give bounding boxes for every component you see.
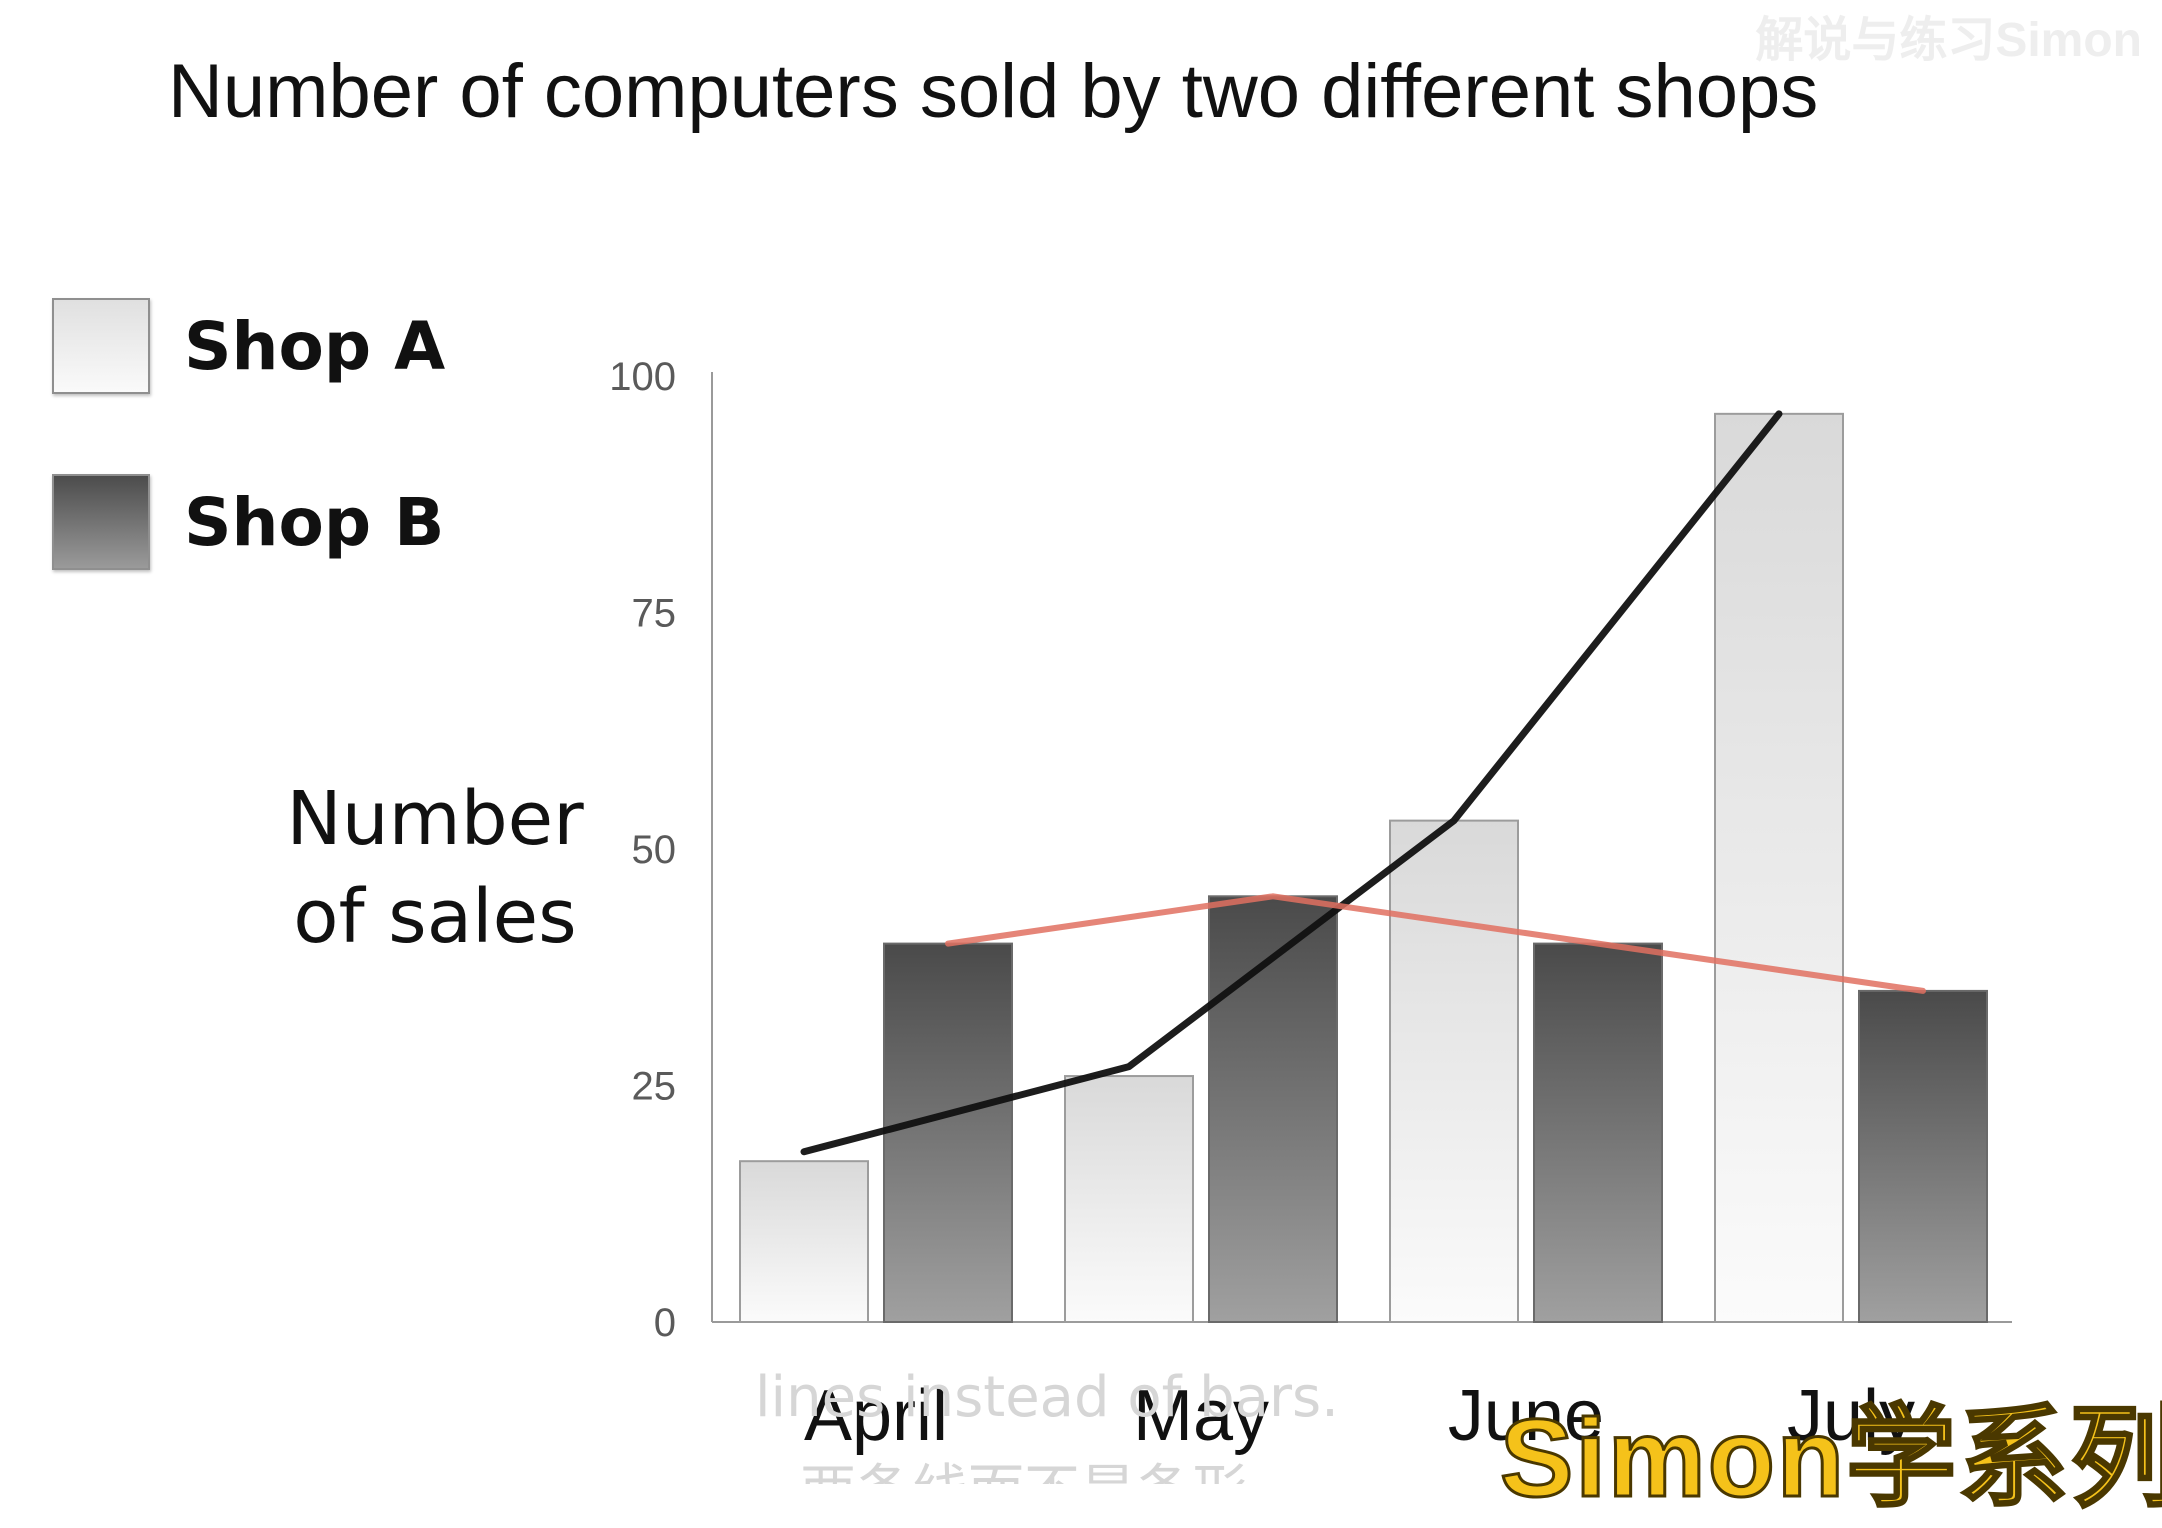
video-subtitle: lines instead of bars.: [755, 1365, 1339, 1430]
overlay-line-shop-a: [800, 410, 1783, 1156]
y-tick-label: 50: [632, 828, 677, 872]
top-watermark: 解说与练习Simon: [1755, 14, 2142, 67]
bar-shop-b-june: [1533, 942, 1663, 1323]
bar-shop-a-july: [1714, 412, 1844, 1323]
x-tick-label: July: [1787, 1376, 1915, 1456]
bar-shop-b-april: [883, 942, 1013, 1323]
bar-shop-a-june: [1389, 819, 1519, 1323]
y-tick-label: 0: [654, 1301, 676, 1345]
y-tick-label: 25: [632, 1065, 677, 1109]
legend-swatch-shop-a: [52, 298, 150, 394]
video-subtitle-chinese: 两条线而不是条形: [800, 1446, 1248, 1484]
y-axis-label: Number of sales: [260, 770, 610, 966]
x-tick-label: April: [804, 1376, 948, 1456]
channel-logo: Simon学系列: [1498, 1396, 2162, 1522]
x-tick-label: May: [1133, 1376, 1269, 1456]
y-axis-label-line-1: Number: [286, 776, 584, 862]
bar-chart: 0 25 50 75 100 April May June July: [609, 355, 2012, 1456]
bar-shop-b-may: [1208, 895, 1338, 1323]
chart-title: Number of computers sold by two differen…: [168, 49, 1819, 134]
legend-swatch-shop-b: [52, 474, 150, 570]
overlay-line-shop-b: [945, 893, 1926, 994]
y-tick-label: 75: [632, 592, 677, 636]
y-axis-label-line-2: of sales: [293, 874, 577, 960]
bar-shop-a-may: [1064, 1075, 1194, 1324]
bar-shop-a-april: [739, 1160, 869, 1324]
legend-label-shop-a: Shop A: [184, 307, 446, 385]
y-tick-label: 100: [609, 355, 676, 399]
legend-label-shop-b: Shop B: [184, 483, 445, 561]
bar-shop-b-july: [1858, 989, 1988, 1324]
x-tick-label: June: [1448, 1376, 1604, 1456]
legend-item-shop-a: Shop A: [52, 298, 445, 394]
legend-item-shop-b: Shop B: [52, 474, 444, 570]
